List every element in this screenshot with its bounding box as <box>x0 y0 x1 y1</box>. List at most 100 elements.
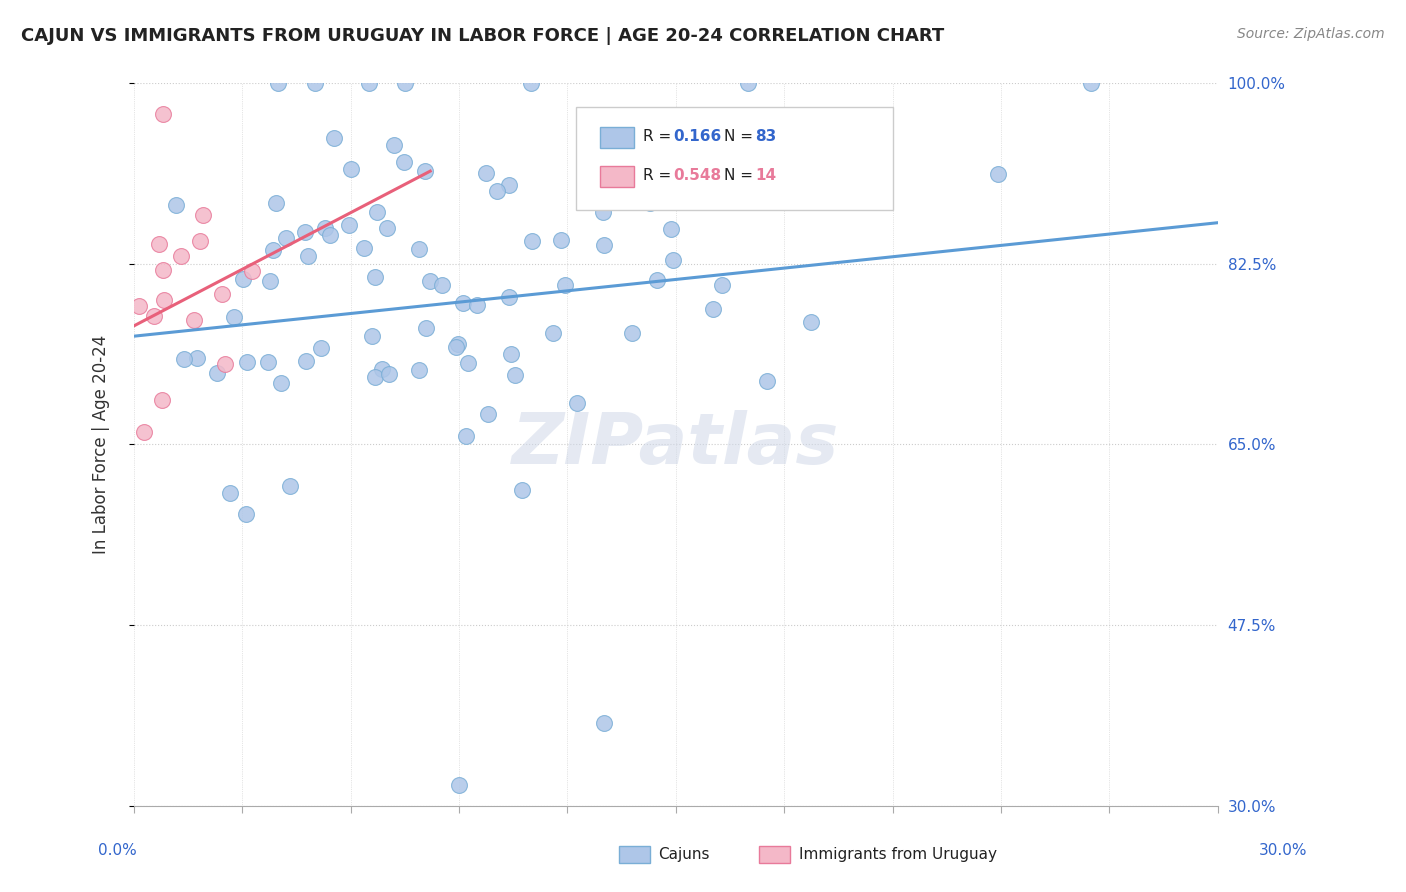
Point <box>152 262 174 277</box>
Text: CAJUN VS IMMIGRANTS FROM URUGUAY IN LABOR FORCE | AGE 20-24 CORRELATION CHART: CAJUN VS IMMIGRANTS FROM URUGUAY IN LABO… <box>21 27 945 45</box>
Point <box>207 366 229 380</box>
Point <box>236 355 259 369</box>
Point <box>152 107 174 121</box>
Point <box>415 163 437 178</box>
Point <box>183 313 205 327</box>
Text: 0.0%: 0.0% <box>98 843 138 858</box>
Point <box>554 277 576 292</box>
Point <box>737 77 759 91</box>
Text: 83: 83 <box>755 129 776 144</box>
Point <box>274 231 297 245</box>
Text: Cajuns: Cajuns <box>658 847 710 862</box>
Text: 14: 14 <box>755 169 776 183</box>
Point <box>193 208 215 222</box>
Point <box>498 290 520 304</box>
Point <box>323 130 346 145</box>
Point <box>659 221 682 235</box>
Point <box>366 204 388 219</box>
Point <box>662 253 685 268</box>
Point <box>143 309 166 323</box>
Point <box>392 155 415 169</box>
Point <box>446 340 468 354</box>
Point <box>259 274 281 288</box>
Point <box>550 233 572 247</box>
Point <box>153 293 176 307</box>
Point <box>170 249 193 263</box>
Point <box>710 277 733 292</box>
Point <box>621 326 644 340</box>
Point <box>337 219 360 233</box>
Text: R =: R = <box>643 129 676 144</box>
Point <box>451 295 474 310</box>
Point <box>520 234 543 248</box>
Text: 0.548: 0.548 <box>673 169 721 183</box>
Text: ZIPatlas: ZIPatlas <box>512 410 839 479</box>
Point <box>222 310 245 325</box>
Point <box>340 162 363 177</box>
Point <box>211 287 233 301</box>
Point <box>510 483 533 497</box>
Text: Immigrants from Uruguay: Immigrants from Uruguay <box>799 847 997 862</box>
Point <box>498 178 520 193</box>
Point <box>371 361 394 376</box>
Point <box>645 273 668 287</box>
Text: 0.166: 0.166 <box>673 129 721 144</box>
Point <box>186 351 208 366</box>
Point <box>408 242 430 256</box>
Point <box>304 77 326 91</box>
Point <box>309 342 332 356</box>
Point <box>987 167 1010 181</box>
Point <box>297 249 319 263</box>
Point <box>134 425 156 440</box>
Point <box>280 479 302 493</box>
Point <box>465 298 488 312</box>
Y-axis label: In Labor Force | Age 20-24: In Labor Force | Age 20-24 <box>93 334 110 554</box>
Point <box>394 77 416 91</box>
Point <box>361 329 384 343</box>
Point <box>235 507 257 521</box>
Point <box>475 166 498 180</box>
Point <box>592 237 614 252</box>
Point <box>363 270 385 285</box>
Point <box>382 137 405 152</box>
Point <box>592 205 614 219</box>
Point <box>520 77 543 91</box>
Point <box>295 354 318 368</box>
Point <box>319 227 342 242</box>
Point <box>638 195 661 210</box>
Point <box>214 357 236 371</box>
Point <box>267 77 290 91</box>
Text: Source: ZipAtlas.com: Source: ZipAtlas.com <box>1237 27 1385 41</box>
Text: R =: R = <box>643 169 676 183</box>
Point <box>148 237 170 252</box>
Point <box>262 243 284 257</box>
Point <box>150 393 173 408</box>
Point <box>419 274 441 288</box>
Point <box>240 264 263 278</box>
Point <box>541 326 564 340</box>
Point <box>449 778 471 792</box>
Point <box>294 225 316 239</box>
Point <box>415 320 437 334</box>
Point <box>264 196 287 211</box>
Point <box>378 368 401 382</box>
Point <box>702 301 724 316</box>
Point <box>188 234 211 248</box>
Point <box>567 396 589 410</box>
Point <box>357 77 380 91</box>
Point <box>477 407 499 421</box>
Point <box>408 362 430 376</box>
Point <box>454 428 477 442</box>
Point <box>314 221 336 235</box>
Point <box>257 355 280 369</box>
Point <box>165 198 187 212</box>
Point <box>485 184 508 198</box>
Point <box>1080 77 1102 91</box>
Point <box>231 272 253 286</box>
Point <box>173 351 195 366</box>
Point <box>270 376 292 390</box>
Point <box>755 374 778 388</box>
Text: N =: N = <box>724 169 758 183</box>
Text: N =: N = <box>724 129 758 144</box>
Point <box>800 315 823 329</box>
